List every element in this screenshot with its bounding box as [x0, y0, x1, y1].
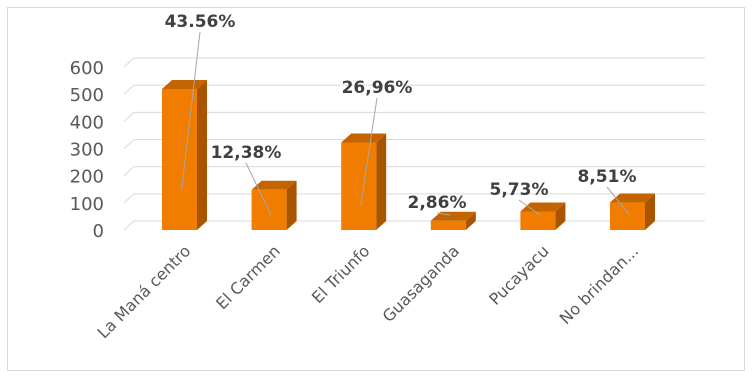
- bar-front: [341, 142, 377, 230]
- x-tick-label: La Maná centro: [94, 241, 195, 342]
- x-tick-label: El Carmen: [212, 241, 284, 313]
- leader-line: [181, 31, 201, 191]
- bar-side: [645, 193, 655, 230]
- leader-line: [245, 162, 272, 216]
- data-labels: 43.56% 12,38% 26,96% 2,86% 5,73% 8,51%: [165, 12, 637, 213]
- gridlines: [123, 57, 705, 231]
- bars: [162, 79, 655, 230]
- bar: [610, 193, 655, 230]
- data-label: 5,73%: [490, 180, 549, 200]
- x-axis-tick-labels: La Maná centro El Carmen El Triunfo Guasaga…: [94, 241, 643, 342]
- bar: [520, 202, 566, 230]
- bar-side: [555, 202, 566, 230]
- bar: [341, 133, 387, 230]
- gridline: [123, 111, 705, 122]
- gridline: [123, 220, 705, 231]
- leader-line: [518, 199, 541, 216]
- leader-line: [436, 212, 451, 216]
- gridline: [123, 57, 705, 68]
- y-tick-label: 100: [70, 194, 104, 215]
- bar-front: [520, 211, 556, 230]
- bar: [162, 79, 207, 230]
- data-label: 12,38%: [211, 143, 282, 163]
- gridline: [123, 193, 705, 204]
- bar: [251, 180, 297, 230]
- y-tick-label: 600: [70, 58, 104, 79]
- bar-side: [465, 211, 476, 230]
- bar-front: [430, 220, 466, 230]
- bar-side: [286, 180, 297, 230]
- gridline: [123, 166, 705, 177]
- y-tick-label: 400: [70, 112, 104, 133]
- y-tick-label: 500: [70, 85, 104, 106]
- bar-top: [162, 79, 207, 89]
- leader-lines: [181, 31, 630, 216]
- y-axis-tick-labels: 0 100 200 300 400 500 600: [70, 58, 104, 242]
- bar-top: [251, 180, 297, 190]
- y-tick-label: 200: [70, 167, 104, 188]
- leader-line: [606, 186, 630, 216]
- data-label: 8,51%: [578, 167, 637, 187]
- y-tick-label: 0: [93, 221, 104, 242]
- x-tick-label: Guasaganda: [379, 241, 464, 326]
- bar-side: [376, 133, 387, 230]
- gridline: [123, 138, 705, 149]
- bar-top: [341, 133, 387, 143]
- bar-front: [610, 202, 645, 230]
- data-label: 2,86%: [408, 193, 467, 213]
- bar-front: [162, 88, 197, 230]
- bar-top: [610, 193, 655, 203]
- x-tick-label: No brindan...: [556, 241, 643, 328]
- bar: [430, 211, 476, 230]
- data-label: 26,96%: [342, 78, 413, 98]
- bar-side: [197, 79, 207, 230]
- y-tick-label: 300: [70, 139, 104, 160]
- data-label: 43.56%: [165, 12, 236, 32]
- x-tick-label: El Triunfo: [308, 241, 374, 307]
- gridline: [123, 84, 705, 95]
- leader-line: [360, 97, 378, 206]
- x-tick-label: Pucayacu: [485, 241, 552, 308]
